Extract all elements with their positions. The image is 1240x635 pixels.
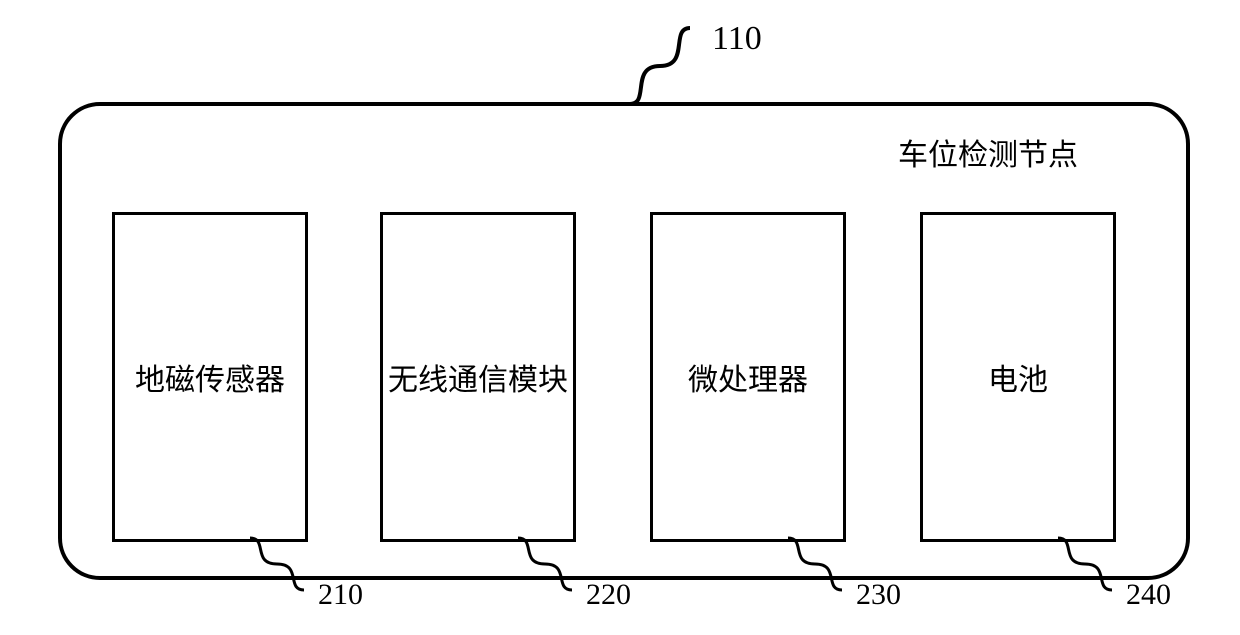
- wireless-module-ref-number: 220: [586, 578, 631, 612]
- wireless-module-box: 无线通信模块: [380, 212, 576, 542]
- microprocessor-leader-line: [780, 534, 850, 594]
- geomagnetic-sensor-ref-number: 210: [318, 578, 363, 612]
- geomagnetic-sensor-leader-line: [242, 534, 312, 594]
- microprocessor-ref-number: 230: [856, 578, 901, 612]
- wireless-module-leader-line: [510, 534, 580, 594]
- microprocessor-box: 微处理器: [650, 212, 846, 542]
- battery-label: 电池: [988, 355, 1048, 399]
- container-leader-line: [620, 26, 700, 106]
- battery-box: 电池: [920, 212, 1116, 542]
- geomagnetic-sensor-label: 地磁传感器: [135, 355, 285, 399]
- wireless-module-label: 无线通信模块: [388, 355, 568, 399]
- battery-leader-line: [1050, 534, 1120, 594]
- microprocessor-label: 微处理器: [688, 355, 808, 399]
- diagram-canvas: 110 车位检测节点 地磁传感器 210 无线通信模块 220 微处理器 230 电池 240: [0, 0, 1240, 635]
- container-title: 车位检测节点: [898, 130, 1078, 174]
- geomagnetic-sensor-box: 地磁传感器: [112, 212, 308, 542]
- container-ref-number: 110: [712, 20, 762, 58]
- battery-ref-number: 240: [1126, 578, 1171, 612]
